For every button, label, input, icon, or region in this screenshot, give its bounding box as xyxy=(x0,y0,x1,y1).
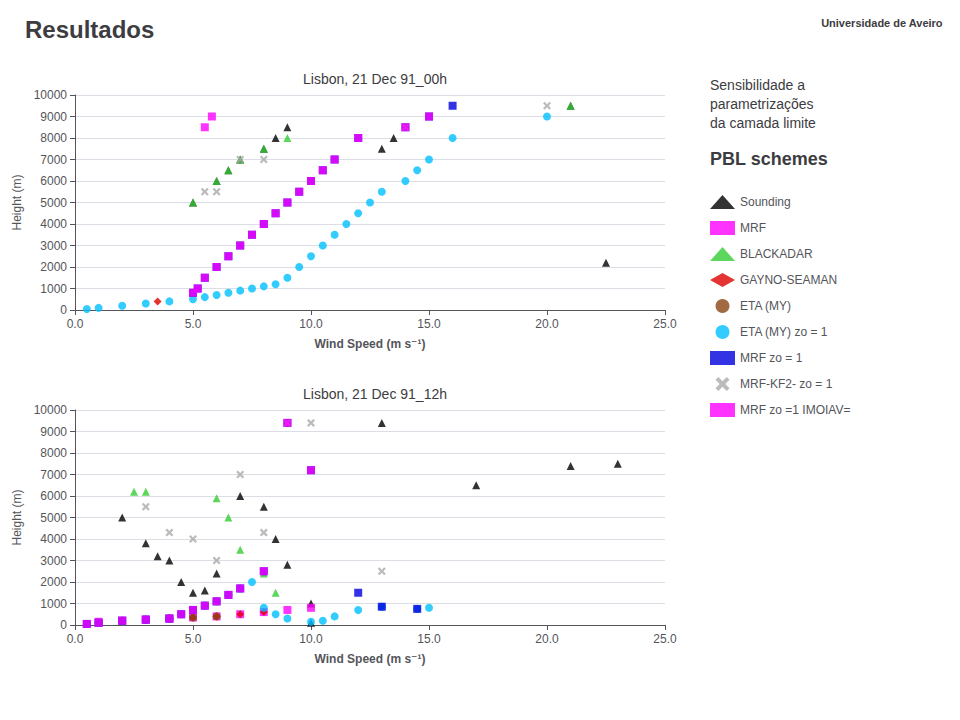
svg-text:1000: 1000 xyxy=(40,282,67,296)
svg-text:da camada limite: da camada limite xyxy=(710,115,816,131)
svg-text:0: 0 xyxy=(60,618,67,632)
svg-text:7000: 7000 xyxy=(40,468,67,482)
svg-text:Resultados: Resultados xyxy=(25,16,154,43)
svg-text:6000: 6000 xyxy=(40,174,67,188)
svg-text:Wind Speed (m s⁻¹): Wind Speed (m s⁻¹) xyxy=(315,337,426,351)
svg-text:Height (m): Height (m) xyxy=(10,174,24,230)
svg-text:2000: 2000 xyxy=(40,575,67,589)
svg-text:2000: 2000 xyxy=(40,260,67,274)
svg-text:MRF: MRF xyxy=(740,221,766,235)
svg-text:Sensibilidade a: Sensibilidade a xyxy=(710,77,805,93)
svg-text:MRF zo =1 IMOIAV=: MRF zo =1 IMOIAV= xyxy=(740,403,850,417)
svg-text:ETA (MY): ETA (MY) xyxy=(740,299,791,313)
svg-text:0.0: 0.0 xyxy=(67,632,84,646)
svg-text:20.0: 20.0 xyxy=(535,632,559,646)
svg-text:20.0: 20.0 xyxy=(535,317,559,331)
svg-text:MRF-KF2- zo = 1: MRF-KF2- zo = 1 xyxy=(740,377,833,391)
svg-text:10000: 10000 xyxy=(34,403,68,417)
svg-text:1000: 1000 xyxy=(40,597,67,611)
svg-text:GAYNO-SEAMAN: GAYNO-SEAMAN xyxy=(740,273,837,287)
svg-text:3000: 3000 xyxy=(40,239,67,253)
svg-text:Universidade de Aveiro: Universidade de Aveiro xyxy=(821,17,943,29)
svg-text:25.0: 25.0 xyxy=(653,632,677,646)
svg-text:8000: 8000 xyxy=(40,446,67,460)
svg-text:15.0: 15.0 xyxy=(417,317,441,331)
svg-text:5.0: 5.0 xyxy=(185,632,202,646)
svg-text:25.0: 25.0 xyxy=(653,317,677,331)
svg-text:5.0: 5.0 xyxy=(185,317,202,331)
svg-text:Height (m): Height (m) xyxy=(10,489,24,545)
svg-text:Wind Speed (m s⁻¹): Wind Speed (m s⁻¹) xyxy=(315,652,426,666)
svg-text:10.0: 10.0 xyxy=(299,317,323,331)
svg-text:10000: 10000 xyxy=(34,88,68,102)
svg-text:5000: 5000 xyxy=(40,511,67,525)
svg-text:0: 0 xyxy=(60,303,67,317)
svg-text:PBL schemes: PBL schemes xyxy=(710,149,828,169)
svg-text:0.0: 0.0 xyxy=(67,317,84,331)
svg-text:ETA (MY) zo = 1: ETA (MY) zo = 1 xyxy=(740,325,828,339)
svg-text:15.0: 15.0 xyxy=(417,632,441,646)
svg-text:Lisbon, 21 Dec 91_00h: Lisbon, 21 Dec 91_00h xyxy=(303,71,447,87)
svg-text:8000: 8000 xyxy=(40,131,67,145)
svg-text:10.0: 10.0 xyxy=(299,632,323,646)
svg-text:Sounding: Sounding xyxy=(740,195,791,209)
svg-text:parametrizações: parametrizações xyxy=(710,96,814,112)
svg-text:3000: 3000 xyxy=(40,554,67,568)
svg-text:9000: 9000 xyxy=(40,110,67,124)
svg-text:MRF zo = 1: MRF zo = 1 xyxy=(740,351,803,365)
svg-text:6000: 6000 xyxy=(40,489,67,503)
svg-text:9000: 9000 xyxy=(40,425,67,439)
svg-text:7000: 7000 xyxy=(40,153,67,167)
svg-text:Lisbon, 21 Dec 91_12h: Lisbon, 21 Dec 91_12h xyxy=(303,386,447,402)
svg-text:5000: 5000 xyxy=(40,196,67,210)
svg-text:4000: 4000 xyxy=(40,532,67,546)
svg-text:4000: 4000 xyxy=(40,217,67,231)
svg-text:BLACKADAR: BLACKADAR xyxy=(740,247,813,261)
